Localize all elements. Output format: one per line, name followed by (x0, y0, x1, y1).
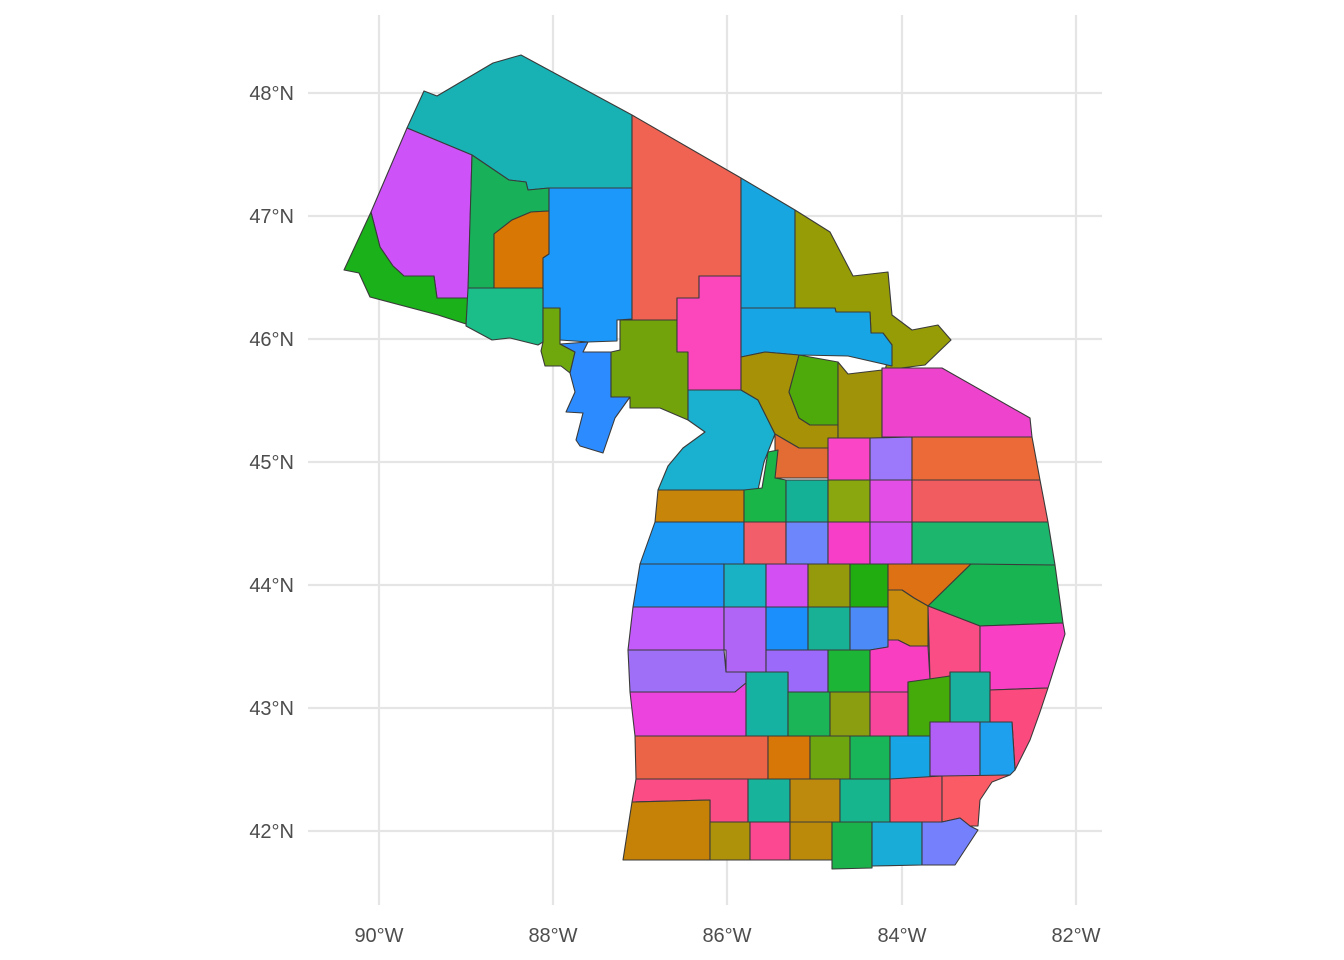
county-region (827, 479, 871, 523)
county-region (837, 361, 883, 439)
county-region (929, 721, 981, 777)
county-region (827, 521, 871, 565)
county-region (622, 799, 711, 861)
county-region (849, 606, 889, 651)
county-region (807, 563, 851, 608)
x-tick-label: 90°W (354, 925, 403, 947)
county-region (749, 821, 791, 861)
y-tick-label: 45°N (249, 452, 294, 474)
county-region (849, 563, 889, 608)
county-region (979, 721, 1016, 777)
county-region (827, 437, 871, 481)
county-region (723, 606, 767, 673)
x-tick-label: 82°W (1051, 925, 1100, 947)
county-region (743, 521, 787, 565)
county-region (807, 606, 851, 651)
y-axis-tick-labels: 48°N 47°N 46°N 45°N 44°N 43°N 42°N (249, 83, 294, 843)
county-region (785, 479, 829, 523)
county-region (911, 479, 1049, 523)
county-region (921, 817, 979, 866)
y-tick-label: 48°N (249, 83, 294, 105)
x-axis-tick-labels: 90°W 88°W 86°W 84°W 82°W (354, 925, 1100, 947)
county-region (789, 821, 833, 861)
county-region (869, 436, 913, 481)
county-region (941, 774, 1011, 827)
county-region (949, 671, 991, 723)
county-region (831, 821, 873, 870)
county-region (809, 735, 851, 780)
county-region (740, 177, 796, 309)
county-region (827, 649, 871, 693)
county-region (559, 341, 631, 454)
x-tick-label: 88°W (528, 925, 577, 947)
county-region (765, 606, 809, 651)
county-region (540, 307, 576, 374)
county-region (869, 691, 909, 737)
y-tick-label: 47°N (249, 206, 294, 228)
county-region (709, 821, 751, 861)
county-region (789, 778, 841, 823)
county-region (911, 521, 1056, 566)
county-region (871, 821, 923, 867)
y-tick-label: 42°N (249, 821, 294, 843)
county-region (765, 563, 809, 608)
county-region (889, 735, 931, 780)
county-region (723, 563, 767, 608)
upper-peninsula-counties (343, 54, 952, 454)
county-region (849, 735, 891, 780)
county-region (911, 436, 1041, 481)
county-region (785, 521, 829, 565)
county-region (767, 735, 811, 780)
county-region (632, 563, 725, 608)
county-region (745, 671, 789, 737)
county-region (979, 622, 1066, 691)
county-region (889, 775, 943, 823)
county-region (654, 489, 745, 523)
county-region (881, 367, 1033, 438)
county-region (787, 691, 831, 737)
lower-peninsula-counties (622, 351, 1066, 870)
county-region (634, 735, 769, 780)
county-region (869, 521, 913, 565)
county-region (627, 606, 725, 651)
county-region (829, 691, 871, 737)
county-region (839, 778, 891, 823)
county-region (869, 479, 913, 523)
x-tick-label: 84°W (877, 925, 926, 947)
x-tick-label: 86°W (702, 925, 751, 947)
y-tick-label: 46°N (249, 329, 294, 351)
county-region (465, 287, 544, 346)
y-tick-label: 44°N (249, 575, 294, 597)
county-region (747, 778, 791, 823)
y-tick-label: 43°N (249, 698, 294, 720)
county-region (639, 521, 745, 565)
